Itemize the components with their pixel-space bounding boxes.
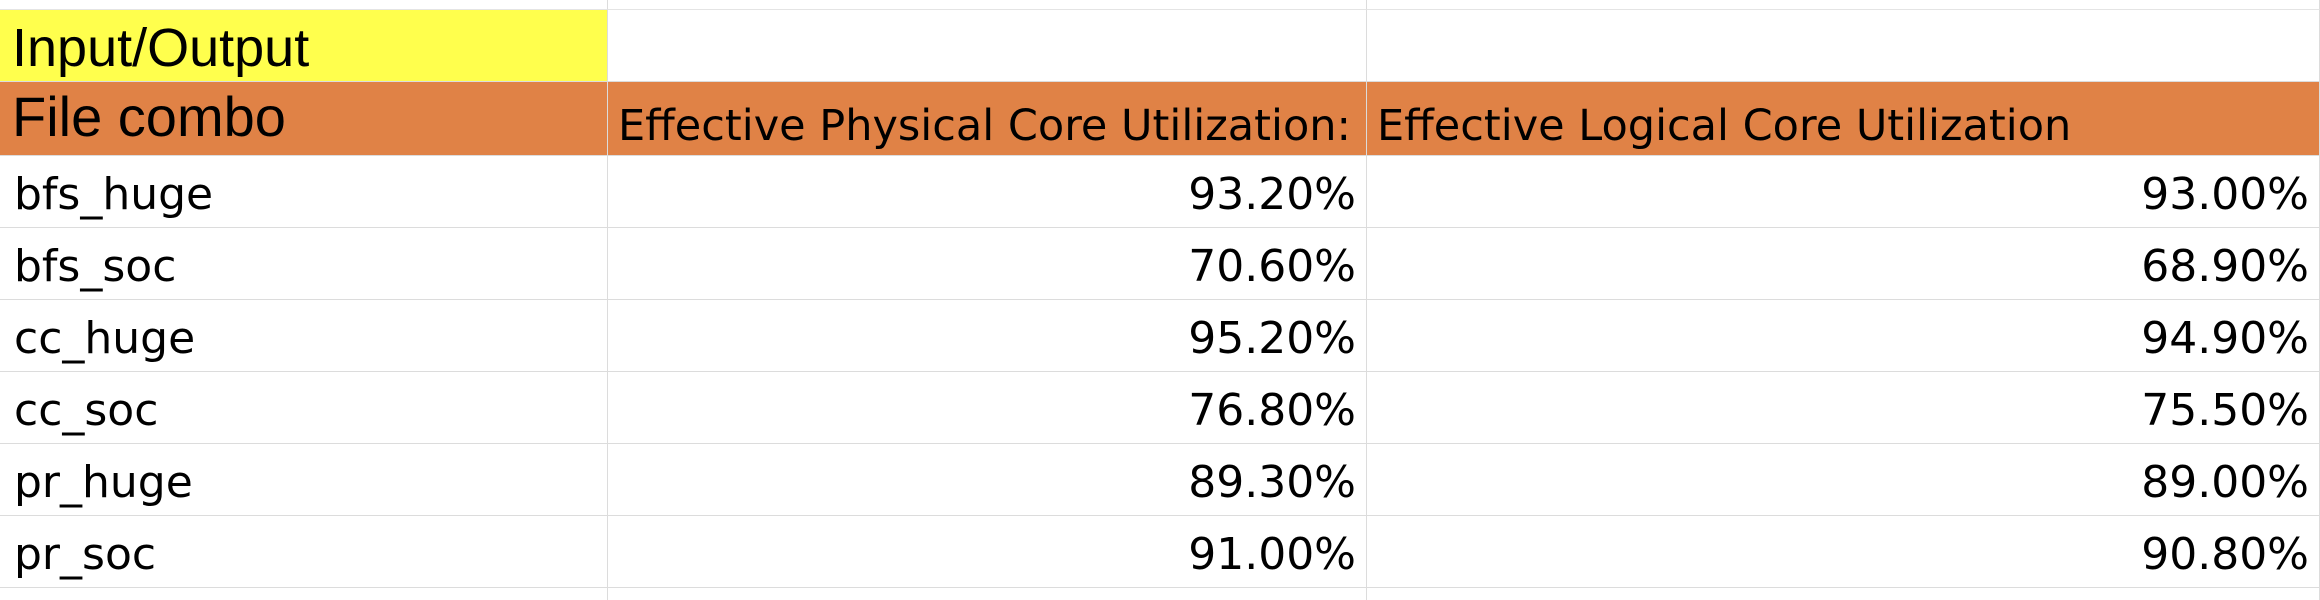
empty-cell[interactable] <box>1367 588 2320 600</box>
cell-top-b[interactable] <box>608 0 1367 10</box>
row-logical-value[interactable]: 68.90% <box>1367 228 2320 300</box>
header-logical-utilization[interactable]: Effective Logical Core Utilization <box>1367 82 2320 156</box>
row-file-name[interactable]: pr_soc <box>0 516 608 588</box>
row-logical-value[interactable]: 75.50% <box>1367 372 2320 444</box>
row-physical-value[interactable]: 91.00% <box>608 516 1367 588</box>
row-physical-value[interactable]: 95.20% <box>608 300 1367 372</box>
title-row-empty-c[interactable] <box>1367 10 2320 82</box>
row-physical-value[interactable]: 70.60% <box>608 228 1367 300</box>
row-file-name[interactable]: bfs_huge <box>0 156 608 228</box>
cell-top-c[interactable] <box>1367 0 2320 10</box>
row-logical-value[interactable]: 90.80% <box>1367 516 2320 588</box>
row-physical-value[interactable]: 93.20% <box>608 156 1367 228</box>
header-physical-utilization[interactable]: Effective Physical Core Utilization: <box>608 82 1367 156</box>
row-logical-value[interactable]: 89.00% <box>1367 444 2320 516</box>
title-cell[interactable]: Input/Output <box>0 10 608 82</box>
title-row-empty-b[interactable] <box>608 10 1367 82</box>
row-file-name[interactable]: pr_huge <box>0 444 608 516</box>
header-file-combo[interactable]: File combo <box>0 82 608 156</box>
cell-top-a[interactable] <box>0 0 608 10</box>
row-physical-value[interactable]: 76.80% <box>608 372 1367 444</box>
row-file-name[interactable]: bfs_soc <box>0 228 608 300</box>
row-logical-value[interactable]: 93.00% <box>1367 156 2320 228</box>
row-file-name[interactable]: cc_soc <box>0 372 608 444</box>
row-file-name[interactable]: cc_huge <box>0 300 608 372</box>
empty-cell[interactable] <box>0 588 608 600</box>
empty-cell[interactable] <box>608 588 1367 600</box>
row-logical-value[interactable]: 94.90% <box>1367 300 2320 372</box>
row-physical-value[interactable]: 89.30% <box>608 444 1367 516</box>
